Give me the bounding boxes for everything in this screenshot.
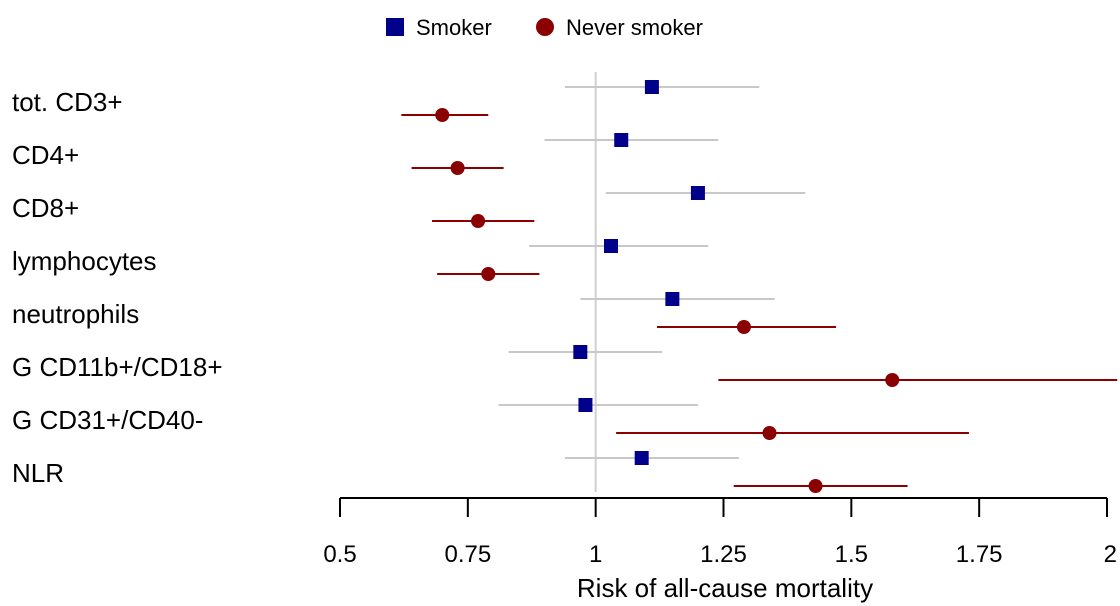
category-label: CD8+: [12, 193, 79, 223]
x-tick-label: 0.75: [444, 541, 491, 568]
category-label: CD4+: [12, 140, 79, 170]
legend-label: Never smoker: [566, 15, 703, 40]
x-tick-label: 0.5: [323, 541, 356, 568]
x-tick-label: 1: [589, 541, 602, 568]
category-label: G CD31+/CD40-: [12, 405, 203, 435]
legend: Smoker Never smoker: [386, 15, 703, 40]
category-label: neutrophils: [12, 299, 139, 329]
x-tick-label: 1.5: [835, 541, 868, 568]
x-tick-label: 2: [1104, 541, 1117, 568]
point-marker-square: [634, 451, 649, 465]
legend-marker-circle: [536, 18, 554, 36]
category-label: lymphocytes: [12, 246, 157, 276]
point-marker-square: [690, 186, 705, 200]
x-tick-label: 1.75: [956, 541, 1003, 568]
point-marker-circle: [762, 426, 777, 440]
x-tick-label: 1.25: [700, 541, 747, 568]
point-marker-circle: [471, 214, 486, 228]
category-label: tot. CD3+: [12, 87, 123, 117]
point-marker-square: [604, 239, 619, 253]
x-axis-title: Risk of all-cause mortality: [577, 573, 873, 603]
x-axis: 0.5 0.75 1 1.25 1.5 1.75 2: [323, 497, 1117, 568]
plot-area: [401, 80, 1118, 493]
point-marker-square: [665, 292, 680, 306]
point-marker-square: [614, 133, 629, 147]
point-marker-circle: [450, 161, 465, 175]
point-marker-circle: [885, 373, 900, 387]
point-marker-circle: [481, 267, 496, 281]
point-marker-square: [578, 398, 593, 412]
point-marker-circle: [808, 479, 823, 493]
point-marker-square: [644, 80, 659, 94]
category-label: NLR: [12, 458, 64, 488]
legend-marker-square: [386, 18, 404, 36]
point-marker-circle: [435, 108, 450, 122]
point-marker-circle: [736, 320, 751, 334]
point-marker-square: [573, 345, 588, 359]
category-labels: tot. CD3+ CD4+ CD8+ lymphocytes neutrophils G…: [12, 87, 223, 488]
category-label: G CD11b+/CD18+: [12, 352, 223, 382]
legend-label: Smoker: [416, 15, 492, 40]
